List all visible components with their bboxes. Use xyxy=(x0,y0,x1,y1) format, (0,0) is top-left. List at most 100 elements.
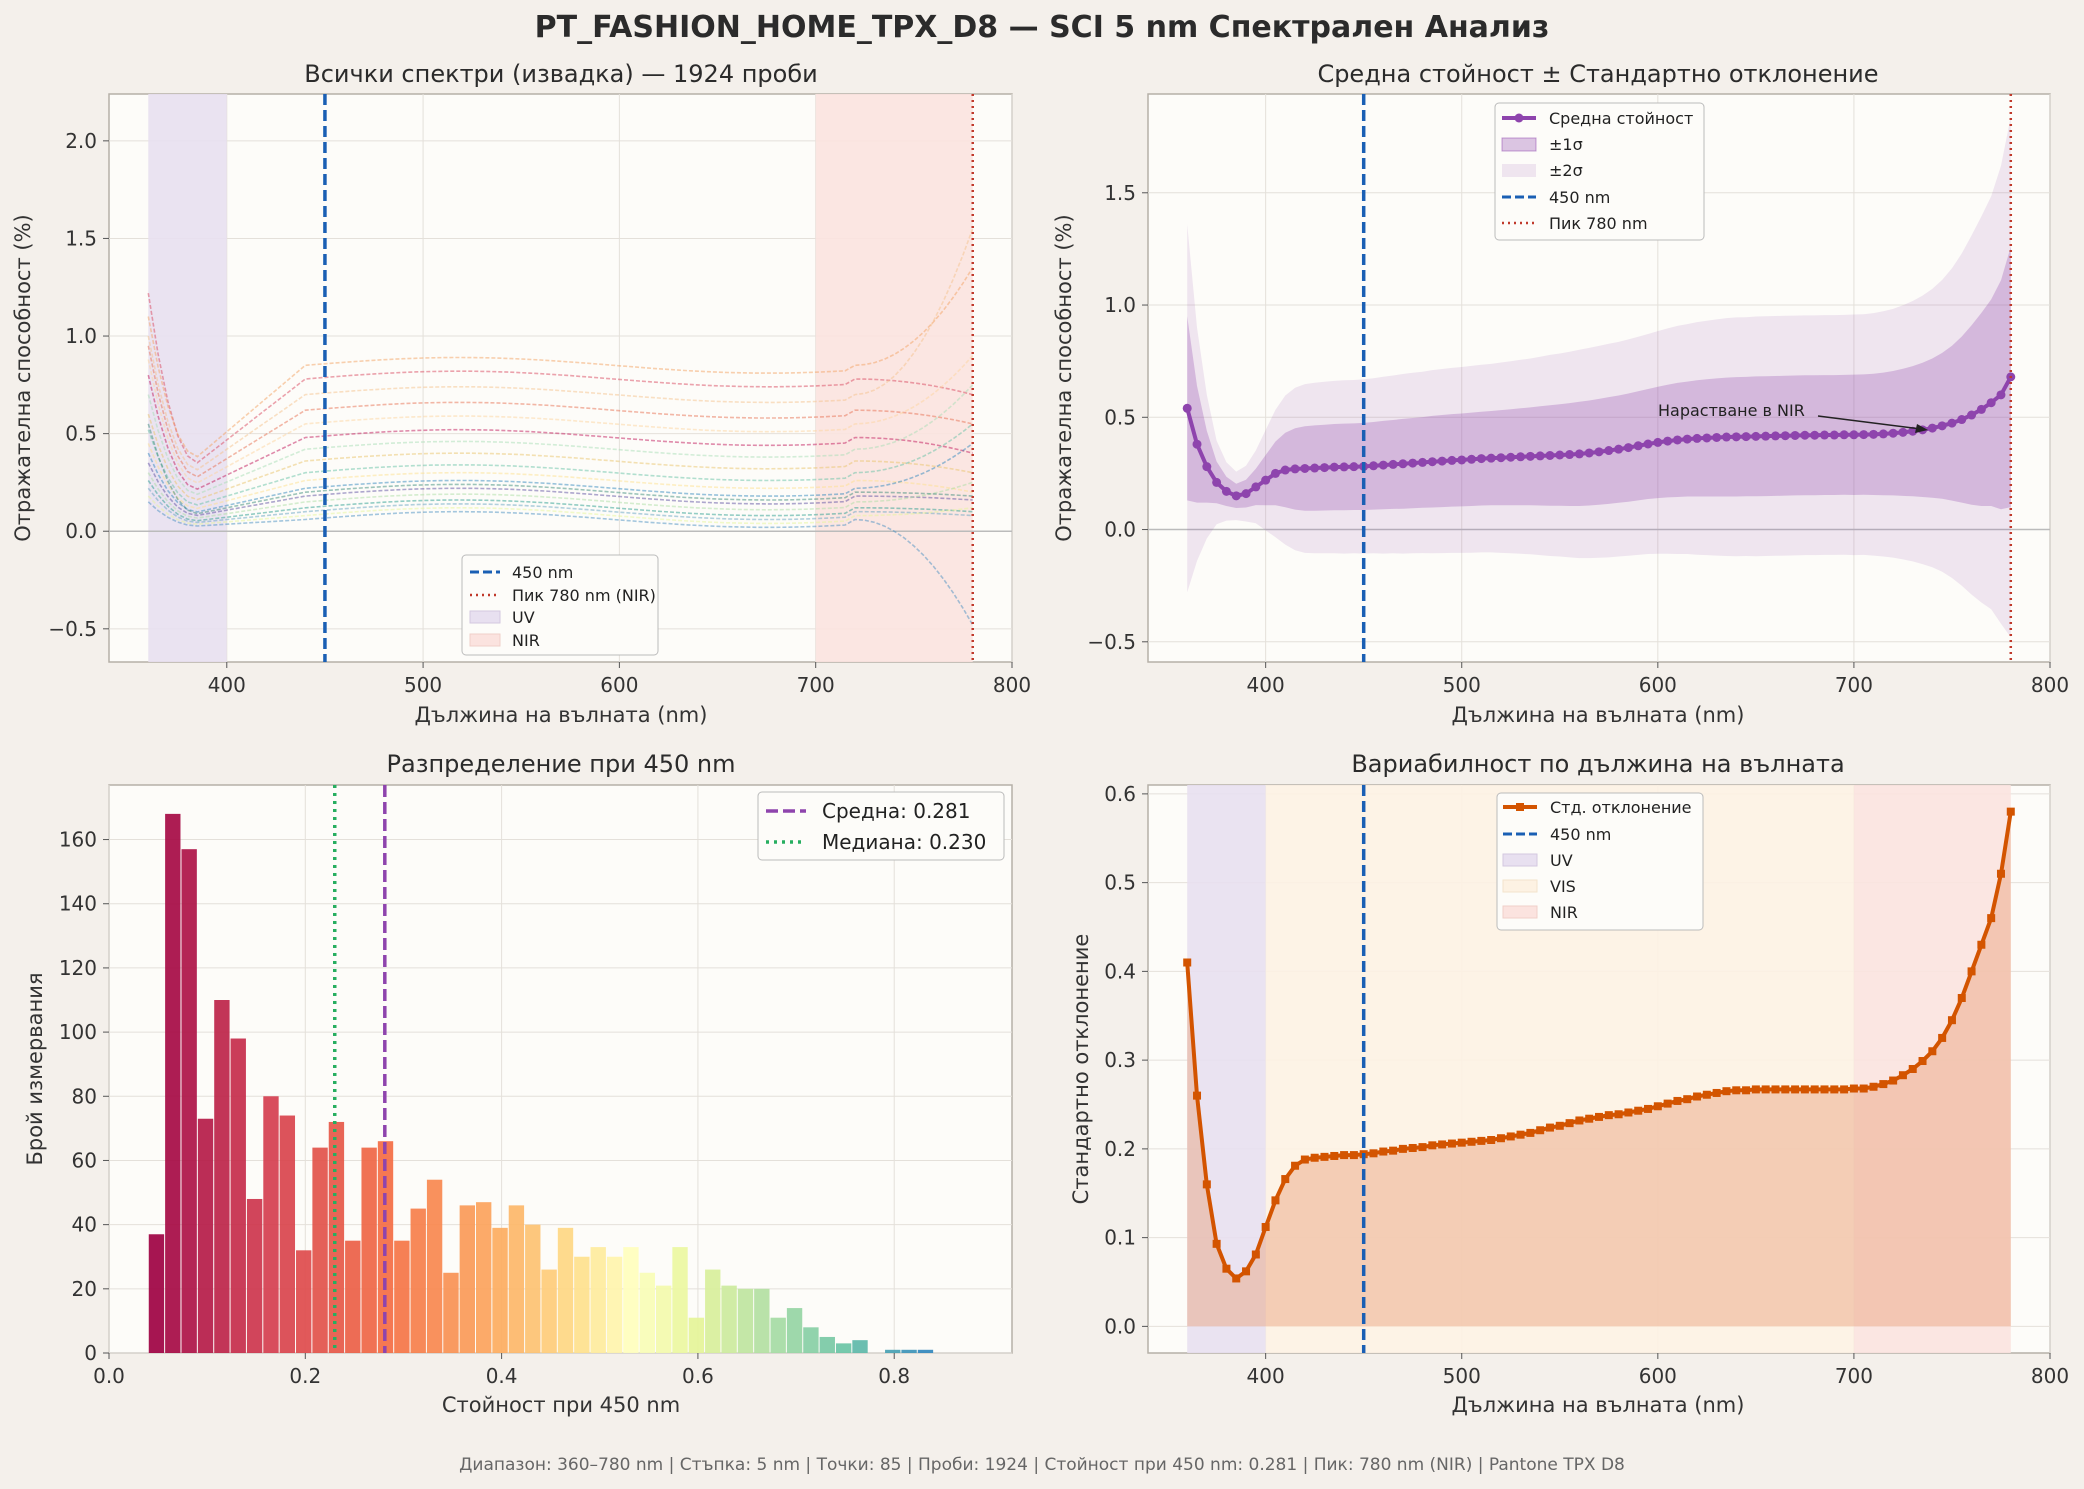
mean-point xyxy=(1280,465,1290,475)
std-point xyxy=(1967,967,1976,976)
legend-2sigma-label: ±2σ xyxy=(1549,161,1583,180)
histogram-bar xyxy=(770,1317,786,1353)
std-point xyxy=(1604,1111,1613,1120)
std-point xyxy=(1545,1123,1554,1132)
mean-point xyxy=(1369,461,1378,471)
y-tick-label: 0.0 xyxy=(1104,518,1136,542)
mean-point xyxy=(1829,430,1839,440)
std-point xyxy=(1957,994,1966,1002)
histogram-bar xyxy=(410,1208,426,1353)
histogram-bar xyxy=(606,1256,623,1353)
nir-band xyxy=(1853,785,2011,1353)
y-tick-label: 0 xyxy=(84,1341,97,1365)
mean-point xyxy=(1447,455,1457,465)
legend-mean-label: Средна стойност xyxy=(1549,109,1693,128)
y-tick-label: 40 xyxy=(72,1213,97,1237)
std-point xyxy=(1742,1086,1751,1095)
mean-point xyxy=(1761,431,1771,441)
x-tick-label: 800 xyxy=(2031,1364,2069,1388)
std-point xyxy=(1281,1175,1290,1184)
mean-point xyxy=(1525,451,1535,461)
histogram-bar xyxy=(819,1336,835,1353)
mean-point xyxy=(1457,455,1467,465)
mean-point xyxy=(1810,430,1820,440)
spectrum-line-13 xyxy=(147,480,973,522)
std-point xyxy=(1242,1267,1251,1276)
std-point xyxy=(1938,1033,1947,1042)
legend-1sigma-label: ±1σ xyxy=(1549,135,1583,154)
mean-point xyxy=(1212,477,1222,487)
y-tick-label: 20 xyxy=(72,1277,97,1301)
legend-2sigma-swatch xyxy=(1502,164,1536,177)
x-tick-label: 0.8 xyxy=(878,1364,910,1388)
figure-title: PT_FASHION_HOME_TPX_D8 — SCI 5 nm Спектр… xyxy=(535,10,1550,45)
x-tick-label: 500 xyxy=(1443,673,1481,697)
mean-point xyxy=(1241,489,1251,499)
panel4-ticks: 400 500 600 700 800 0.0 0.1 0.2 0.3 0.4 0.5 0.6 xyxy=(1104,782,2069,1388)
histogram-bar xyxy=(476,1202,492,1353)
mean-point xyxy=(1751,431,1761,441)
std-point xyxy=(1300,1155,1309,1164)
legend-median-value: Медиана: 0.230 xyxy=(822,830,986,854)
y-tick-label: 1.0 xyxy=(1104,293,1136,317)
panel1-legend-box xyxy=(461,554,659,656)
spectrum-line-3 xyxy=(147,345,973,478)
histogram-bar xyxy=(803,1327,819,1353)
y-tick-label: 60 xyxy=(72,1148,97,1172)
mean-point xyxy=(1702,433,1712,443)
legend-std-label: Стд. отклонение xyxy=(1550,798,1692,817)
mean-point xyxy=(1869,429,1879,439)
mean-point xyxy=(1261,475,1271,485)
spectrum-line-2 xyxy=(147,267,974,458)
histogram-bar xyxy=(525,1224,541,1353)
std-point xyxy=(1859,1084,1868,1093)
panel1-xlabel: Дължина на вълната (nm) xyxy=(415,703,708,727)
histogram-bar xyxy=(459,1205,476,1353)
std-point xyxy=(1438,1140,1447,1149)
std-point xyxy=(1487,1136,1496,1144)
histogram-bar xyxy=(688,1317,705,1353)
y-tick-label: −0.5 xyxy=(48,617,97,641)
panel4-title: Вариабилност по дължина на вълната xyxy=(1351,750,1844,778)
std-point xyxy=(1251,1250,1260,1259)
mean-point xyxy=(1310,463,1320,473)
panel1-vlines xyxy=(323,94,974,662)
std-point xyxy=(1634,1106,1643,1115)
spectrum-line-5 xyxy=(147,374,973,490)
std-point xyxy=(1947,1016,1956,1025)
std-point xyxy=(1683,1095,1692,1104)
std-point xyxy=(1889,1076,1898,1085)
y-tick-label: 0.5 xyxy=(1104,405,1136,429)
spectrum-line-14 xyxy=(147,487,973,524)
mean-point xyxy=(1741,432,1751,442)
mean-point xyxy=(1653,437,1663,447)
std-point xyxy=(1879,1080,1888,1089)
y-tick-label: 2.0 xyxy=(65,129,97,153)
std-point xyxy=(1987,914,1996,923)
x-tick-label: 400 xyxy=(208,673,246,697)
std-point xyxy=(1320,1152,1329,1161)
mean-point xyxy=(1427,457,1437,467)
histogram-bar xyxy=(230,1038,246,1353)
panel1-title: Всички спектри (извадка) — 1924 проби xyxy=(304,60,817,88)
std-point xyxy=(1702,1090,1711,1099)
mean-point xyxy=(1643,439,1653,449)
panel4-series-group xyxy=(1183,807,2015,1327)
histogram-bar xyxy=(214,1000,230,1353)
mean-point xyxy=(1967,410,1977,420)
legend4-vis-swatch xyxy=(1502,879,1538,893)
y-tick-label: 0.2 xyxy=(1104,1137,1136,1161)
x-tick-label: 400 xyxy=(1247,1364,1285,1388)
std-point xyxy=(1447,1139,1456,1148)
std-point xyxy=(1908,1065,1917,1073)
spectrum-line-6 xyxy=(147,384,974,496)
histogram-bar xyxy=(917,1349,934,1353)
mean-point xyxy=(1790,430,1800,440)
mean-point xyxy=(1486,453,1496,463)
mean-point xyxy=(1976,404,1986,414)
x-tick-label: 500 xyxy=(404,673,442,697)
mean-point xyxy=(1614,444,1624,454)
panel3-title: Разпределение при 450 nm xyxy=(387,750,736,778)
mean-point xyxy=(1221,486,1231,496)
